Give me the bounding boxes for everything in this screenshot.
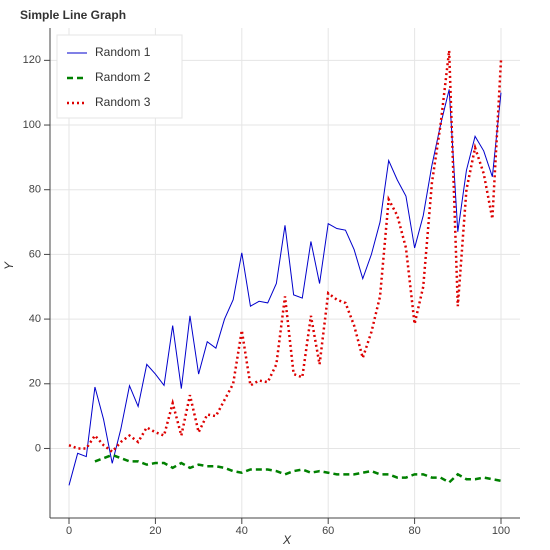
y-tick-label: 120 — [23, 54, 41, 66]
x-tick-label: 0 — [66, 525, 72, 537]
y-axis-label: Y — [2, 261, 16, 270]
line-series — [68, 50, 503, 454]
x-tick-label: 60 — [322, 525, 334, 537]
y-tick-label: 40 — [29, 313, 41, 325]
legend-label: Random 1 — [95, 45, 151, 59]
y-tick-label: 100 — [23, 119, 41, 131]
x-tick-label: 80 — [408, 525, 420, 537]
x-tick-label: 40 — [236, 525, 248, 537]
x-tick-label: 20 — [149, 525, 161, 537]
chart-title: Simple Line Graph — [20, 8, 126, 22]
legend-label: Random 2 — [95, 70, 151, 84]
x-tick-label: 100 — [492, 525, 510, 537]
x-axis-label: X — [282, 533, 292, 547]
y-tick-label: 80 — [29, 184, 41, 196]
y-tick-label: 0 — [35, 442, 41, 454]
legend-label: Random 3 — [95, 95, 151, 109]
line-series — [94, 453, 502, 484]
line-series — [68, 89, 502, 486]
y-tick-label: 20 — [29, 378, 41, 390]
y-tick-label: 60 — [29, 248, 41, 260]
